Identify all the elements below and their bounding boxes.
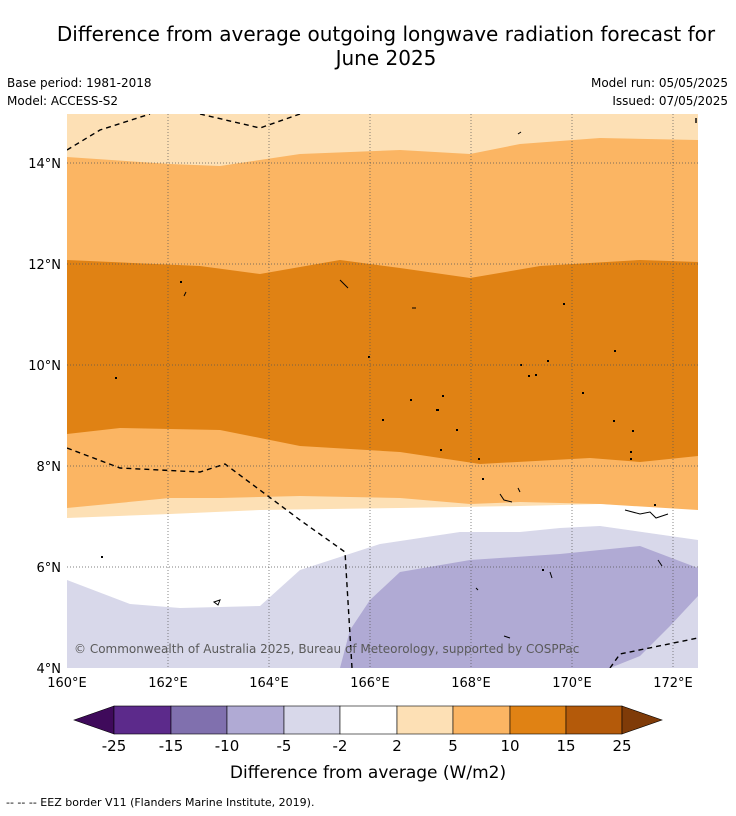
lon-label-162e: 162°E — [148, 676, 188, 691]
lon-label-172e: 172°E — [653, 676, 693, 691]
eez-borders — [67, 114, 698, 668]
graticule — [67, 114, 698, 668]
meta-right: Model run: 05/05/2025 Issued: 07/05/2025 — [591, 74, 728, 110]
base-period: Base period: 1981-2018 — [7, 76, 152, 90]
colorbar-tick-8: 10 — [500, 737, 519, 755]
title-line-2: June 2025 — [335, 46, 437, 70]
colorbar-swatch-7 — [452, 705, 511, 735]
colorbar-swatch-1 — [113, 705, 172, 735]
lon-label-160e: 160°E — [47, 676, 87, 691]
eez-legend: -- -- -- EEZ border V11 (Flanders Marine… — [6, 796, 315, 809]
lat-label-4n: 4°N — [37, 662, 62, 677]
colorbar-label: Difference from average (W/m2) — [230, 763, 506, 783]
title-line-1: Difference from average outgoing longwav… — [56, 22, 716, 46]
colorbar-high-extend — [621, 705, 663, 735]
colorbar-swatch-6 — [396, 705, 454, 735]
colorbar-tick-10: 25 — [612, 737, 631, 755]
colorbar-tick-2: -15 — [159, 737, 184, 755]
lat-label-10n: 10°N — [28, 359, 61, 374]
lat-label-12n: 12°N — [28, 258, 61, 273]
band-neg5-neg10 — [340, 546, 698, 668]
map-plot-area — [67, 114, 698, 668]
colorbar-ticks: -25 -15 -10 -5 -2 2 5 10 15 25 — [102, 737, 632, 755]
lat-label-6n: 6°N — [37, 561, 62, 576]
lat-label-14n: 14°N — [28, 157, 61, 172]
colorbar-tick-3: -10 — [215, 737, 240, 755]
model-name: Model: ACCESS-S2 — [7, 94, 119, 108]
colorbar-swatch-5 — [339, 705, 398, 735]
colorbar-tick-1: -25 — [102, 737, 127, 755]
page-title: Difference from average outgoing longwav… — [0, 22, 736, 70]
colorbar-tick-7: 5 — [448, 737, 458, 755]
lon-label-164e: 164°E — [249, 676, 289, 691]
band-10-15 — [67, 260, 698, 464]
islands — [183, 131, 669, 639]
lon-label-166e: 166°E — [350, 676, 390, 691]
meta-left: Base period: 1981-2018 Model: ACCESS-S2 — [7, 74, 152, 110]
colorbar-swatch-4 — [283, 705, 341, 735]
colorbar-tick-4: -5 — [277, 737, 292, 755]
colorbar-tick-6: 2 — [392, 737, 402, 755]
lon-label-170e: 170°E — [552, 676, 592, 691]
map-figure: © Commonwealth of Australia 2025, Bureau… — [28, 114, 698, 783]
model-run: Model run: 05/05/2025 — [590, 76, 728, 90]
copyright-notice: © Commonwealth of Australia 2025, Bureau… — [74, 642, 579, 656]
colorbar-swatch-9 — [565, 705, 623, 735]
colorbar: -25 -15 -10 -5 -2 2 5 10 15 25 Differenc… — [73, 705, 663, 783]
colorbar-tick-9: 15 — [556, 737, 575, 755]
colorbar-swatch-3 — [226, 705, 285, 735]
colorbar-swatch-8 — [509, 705, 567, 735]
colorbar-tick-5: -2 — [333, 737, 348, 755]
lat-axis-labels: 14°N 12°N 10°N 8°N 6°N 4°N — [28, 157, 61, 677]
colorbar-swatch-2 — [170, 705, 228, 735]
issued-date: Issued: 07/05/2025 — [612, 94, 728, 108]
atoll-dots — [101, 281, 656, 571]
colorbar-low-extend — [73, 705, 115, 735]
lon-label-168e: 168°E — [451, 676, 491, 691]
lat-label-8n: 8°N — [37, 460, 62, 475]
lon-axis-labels: 160°E 162°E 164°E 166°E 168°E 170°E 172°… — [47, 676, 693, 691]
